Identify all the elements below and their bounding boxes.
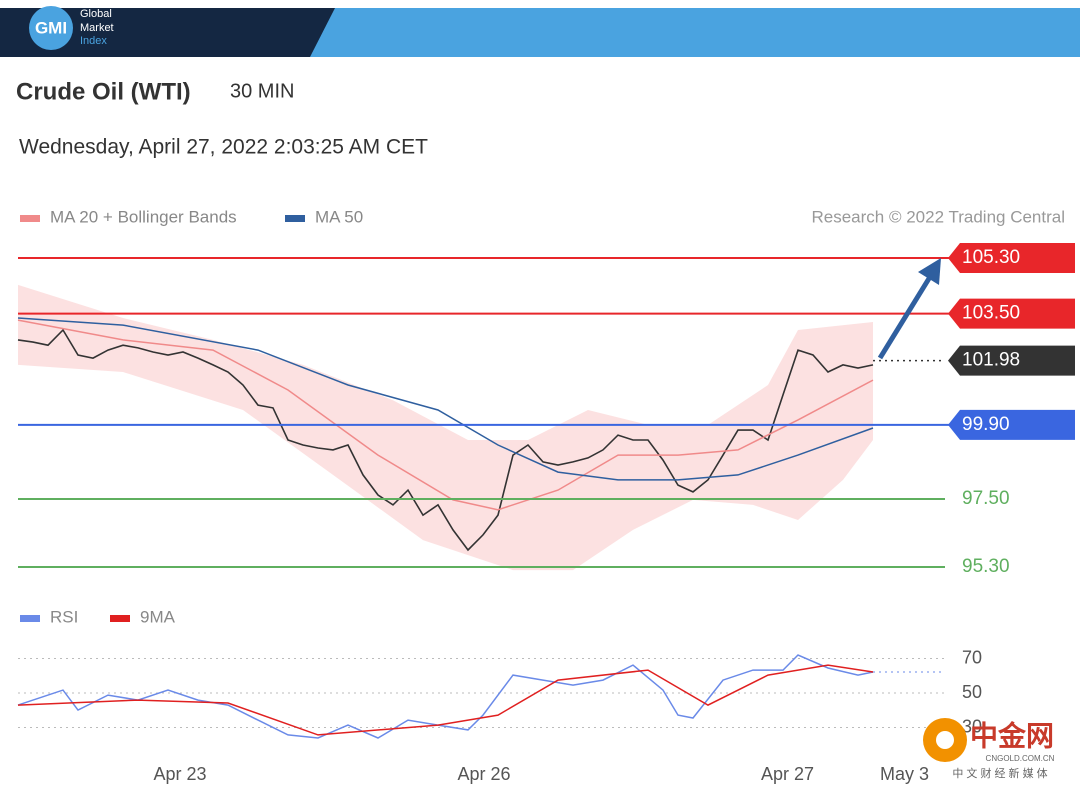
timeframe: 30 MIN bbox=[230, 80, 294, 102]
level-label: 99.90 bbox=[962, 414, 1010, 435]
watermark-name: 中金网 bbox=[970, 719, 1054, 751]
timestamp: Wednesday, April 27, 2022 2:03:25 AM CET bbox=[19, 136, 428, 159]
y-tick-label: 30 bbox=[962, 716, 982, 736]
watermark-logo bbox=[936, 731, 954, 749]
series-line bbox=[17, 319, 874, 511]
legend-label: MA 50 bbox=[315, 207, 363, 226]
legend-swatch bbox=[20, 615, 40, 622]
level-box bbox=[948, 243, 1075, 274]
price-line bbox=[17, 328, 874, 552]
series-line bbox=[17, 664, 874, 736]
brand: Index bbox=[80, 35, 107, 47]
x-tick-label: Apr 27 bbox=[761, 764, 814, 784]
x-tick-label: May 3 bbox=[880, 764, 929, 784]
level-label: 97.50 bbox=[962, 488, 1010, 509]
legend-swatch bbox=[110, 615, 130, 622]
series-line bbox=[17, 317, 874, 481]
brand: Market bbox=[80, 22, 114, 34]
legend-swatch bbox=[285, 215, 305, 222]
logo: GMI bbox=[35, 18, 67, 37]
level-label: 105.30 bbox=[962, 247, 1020, 268]
watermark-url: CNGOLD.COM.CN bbox=[986, 754, 1055, 763]
x-tick-label: Apr 23 bbox=[153, 764, 206, 784]
header-logo-bg bbox=[0, 8, 335, 57]
watermark: 中金网 CNGOLD.COM.CN 中 文 财 经 新 媒 体 bbox=[923, 718, 1055, 780]
level-box bbox=[948, 298, 1075, 329]
legend-swatch bbox=[20, 215, 40, 222]
legend-label: RSI bbox=[50, 607, 78, 626]
arrow-head bbox=[918, 258, 941, 285]
level-label: 101.98 bbox=[962, 350, 1020, 371]
source: Research © 2022 Trading Central bbox=[812, 207, 1066, 226]
level-box bbox=[948, 345, 1075, 376]
bollinger-band bbox=[18, 284, 873, 571]
chart-title: Crude Oil (WTI) bbox=[16, 78, 191, 105]
watermark-tagline: 中 文 财 经 新 媒 体 bbox=[952, 766, 1047, 780]
level-label: 95.30 bbox=[962, 556, 1010, 577]
y-tick-label: 70 bbox=[962, 647, 982, 667]
logo-circle bbox=[29, 6, 73, 50]
level-label: 103.50 bbox=[962, 303, 1020, 324]
x-tick-label: Apr 26 bbox=[458, 764, 511, 784]
annotation-arrow bbox=[877, 258, 941, 360]
legend-label: 9MA bbox=[140, 607, 176, 626]
arrow-shaft bbox=[877, 270, 936, 360]
brand: Global bbox=[80, 8, 112, 20]
legend-label: MA 20 + Bollinger Bands bbox=[50, 207, 237, 226]
series-line bbox=[17, 654, 874, 739]
level-box bbox=[948, 409, 1075, 440]
y-tick-label: 50 bbox=[962, 682, 982, 702]
